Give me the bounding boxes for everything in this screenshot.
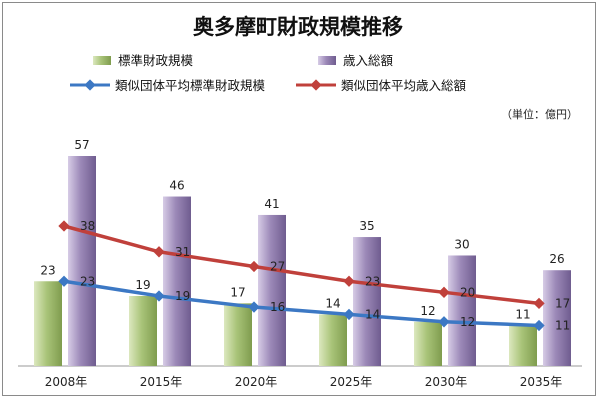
legend-label-similar-revenue: 類似団体平均歳入総額 xyxy=(341,78,467,93)
marker-similar-revenue-2 xyxy=(248,260,260,273)
bar-std-scale-3 xyxy=(319,314,347,366)
label-similar-revenue-5: 17 xyxy=(555,296,570,310)
plot-area: 23 57 2008年 19 46 2015年 17 41 2020年 14 35 2025年 12 30… xyxy=(34,138,571,389)
bar-revenue-5 xyxy=(543,270,571,366)
marker-similar-std-3 xyxy=(343,308,355,321)
bar-std-scale-5 xyxy=(509,325,537,366)
label-similar-revenue-1: 31 xyxy=(175,245,190,259)
label-similar-std-1: 19 xyxy=(175,289,190,303)
x-tick-label-2: 2020年 xyxy=(235,375,278,389)
marker-similar-revenue-3 xyxy=(343,275,355,287)
bar-std-scale-1 xyxy=(129,296,157,366)
bar-revenue-label-0: 57 xyxy=(74,138,89,152)
legend-label-revenue: 歳入総額 xyxy=(343,53,394,68)
bar-std-scale-label-2: 17 xyxy=(230,285,245,299)
label-similar-revenue-2: 27 xyxy=(270,260,285,274)
legend-label-similar-std: 類似団体平均標準財政規模 xyxy=(115,78,266,93)
marker-similar-revenue-4 xyxy=(438,286,450,298)
bar-revenue-label-1: 46 xyxy=(169,179,184,193)
bar-std-scale-label-5: 11 xyxy=(515,307,530,321)
label-similar-revenue-4: 20 xyxy=(460,285,475,299)
bar-std-scale-label-4: 12 xyxy=(420,304,435,318)
marker-similar-std-2 xyxy=(248,301,260,313)
x-tick-label-1: 2015年 xyxy=(140,375,183,389)
unit-label: （単位：億円） xyxy=(501,107,578,121)
legend-marker-similar-std xyxy=(84,79,96,91)
legend-marker-similar-revenue xyxy=(310,79,322,91)
label-similar-std-2: 16 xyxy=(270,300,285,314)
marker-similar-std-1 xyxy=(153,290,165,302)
legend-swatch-std-scale xyxy=(93,56,111,65)
chart-title: 奥多摩町財政規模推移 xyxy=(193,15,403,39)
legend-swatch-revenue xyxy=(318,56,336,65)
marker-similar-revenue-1 xyxy=(153,246,165,258)
marker-similar-std-5 xyxy=(533,319,545,332)
line-similar-std xyxy=(63,279,540,328)
bar-revenue-4 xyxy=(448,255,476,366)
x-tick-label-5: 2035年 xyxy=(520,375,563,389)
marker-similar-revenue-0 xyxy=(58,220,70,232)
x-tick-label-0: 2008年 xyxy=(45,375,88,389)
chart-frame xyxy=(2,2,596,396)
bar-revenue-label-2: 41 xyxy=(264,197,279,211)
bar-std-scale-label-0: 23 xyxy=(40,263,55,277)
bar-revenue-label-3: 35 xyxy=(359,219,374,233)
bar-revenue-label-5: 26 xyxy=(549,252,564,266)
bar-revenue-2 xyxy=(258,214,286,366)
marker-similar-revenue-5 xyxy=(533,297,545,310)
bar-std-scale-4 xyxy=(414,321,442,366)
label-similar-revenue-3: 23 xyxy=(365,274,380,288)
label-similar-std-0: 23 xyxy=(80,274,95,288)
marker-similar-std-4 xyxy=(438,316,450,328)
line-similar-revenue xyxy=(63,224,540,306)
bar-revenue-3 xyxy=(353,237,381,366)
label-similar-std-5: 11 xyxy=(555,318,570,332)
label-similar-revenue-0: 38 xyxy=(80,219,95,233)
bar-revenue-0 xyxy=(68,156,96,366)
x-tick-label-4: 2030年 xyxy=(425,375,468,389)
bar-std-scale-0 xyxy=(34,281,62,366)
x-tick-label-3: 2025年 xyxy=(330,375,373,389)
label-similar-std-4: 12 xyxy=(460,315,475,329)
label-similar-std-3: 14 xyxy=(365,307,380,321)
bar-std-scale-label-1: 19 xyxy=(135,278,150,292)
bar-std-scale-label-3: 14 xyxy=(325,296,340,310)
legend-label-std-scale: 標準財政規模 xyxy=(118,53,194,68)
bar-revenue-label-4: 30 xyxy=(454,237,469,251)
bar-std-scale-2 xyxy=(224,303,252,366)
bar-revenue-1 xyxy=(163,196,191,366)
